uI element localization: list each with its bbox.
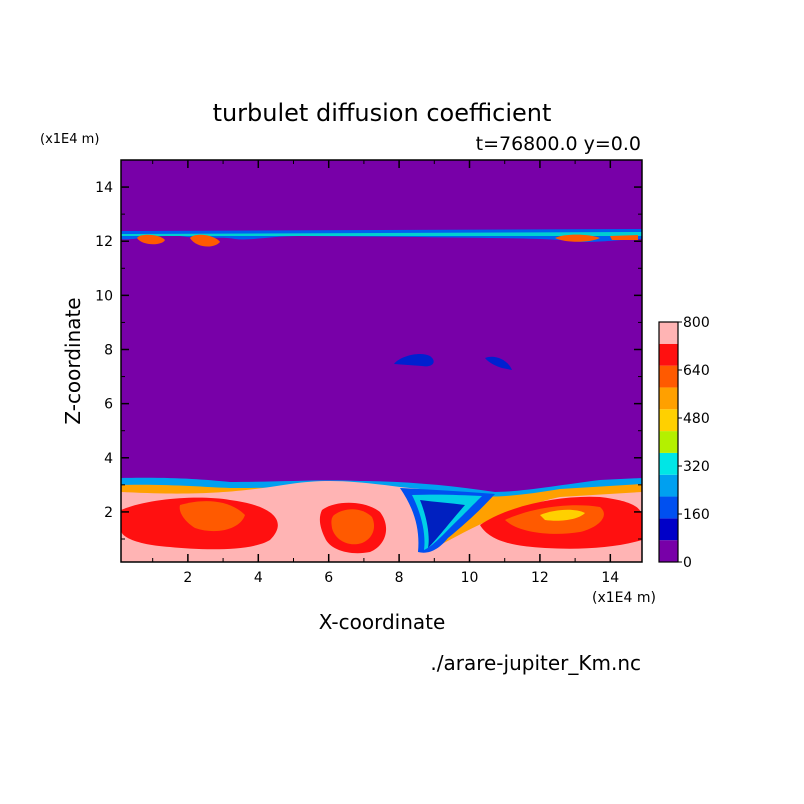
- y-tick-label: 6: [104, 397, 113, 413]
- colorbar-swatch: [659, 387, 678, 410]
- y-unit-label: (x1E4 m): [40, 132, 99, 147]
- x-axis-label: X-coordinate: [319, 610, 446, 634]
- y-tick-label: 4: [104, 451, 113, 467]
- x-tick-label: 6: [324, 570, 333, 586]
- colorbar-tick-label: 160: [683, 507, 710, 523]
- lower-orange-cell-left: [179, 501, 245, 532]
- x-tick-label: 14: [601, 570, 619, 586]
- lower-orange-cell-mid: [331, 509, 375, 545]
- colorbar-tick-label: 800: [683, 315, 710, 331]
- colorbar-tick-label: 640: [683, 363, 710, 379]
- source-file-label: ./arare-jupiter_Km.nc: [430, 651, 641, 675]
- plot-frame: [120, 159, 643, 563]
- x-tick-label: 4: [254, 570, 263, 586]
- colorbar-frame: [658, 321, 679, 563]
- colorbar-tick-label: 320: [683, 459, 710, 475]
- y-tick-label: 2: [104, 505, 113, 521]
- lower-yellow-cell-right: [540, 509, 585, 521]
- x-axis-ticks: 2 4 6 8 10 12 14: [152, 160, 619, 586]
- y-axis-label: Z-coordinate: [61, 297, 85, 424]
- x-tick-label: 10: [461, 570, 479, 586]
- colorbar-tick-label: 480: [683, 411, 710, 427]
- colorbar-swatch: [659, 343, 678, 366]
- upper-blob-2: [190, 234, 220, 247]
- y-tick-label: 8: [104, 342, 113, 358]
- y-tick-label: 10: [95, 288, 113, 304]
- colorbar: 0 160 320 480 640 800: [658, 315, 710, 571]
- colorbar-swatch: [659, 540, 678, 562]
- x-tick-label: 12: [531, 570, 549, 586]
- y-axis-ticks: 2 4 6 8 10 12 14: [95, 159, 642, 540]
- upper-layer-core: [121, 232, 642, 236]
- x-tick-label: 8: [395, 570, 404, 586]
- colorbar-swatch: [659, 452, 678, 475]
- colorbar-swatch: [659, 365, 678, 388]
- colorbar-swatch: [659, 518, 678, 541]
- x-unit-label: (x1E4 m): [592, 590, 656, 606]
- upper-blob-1: [137, 234, 165, 245]
- upper-blob-3: [555, 234, 600, 242]
- mid-blob-2: [485, 356, 512, 370]
- y-tick-label: 12: [95, 234, 113, 250]
- y-tick-label: 14: [95, 180, 113, 196]
- chart-title: turbulet diffusion coefficient: [213, 99, 552, 127]
- x-tick-label: 2: [183, 570, 192, 586]
- plume-core: [420, 500, 465, 548]
- chart-subtitle: t=76800.0 y=0.0: [476, 133, 641, 155]
- colorbar-swatch: [659, 474, 678, 497]
- colorbar-swatch: [659, 409, 678, 432]
- colorbar-swatch: [659, 431, 678, 453]
- colorbar-swatch: [659, 496, 678, 519]
- colorbar-tick-label: 0: [683, 555, 692, 571]
- upper-blob-4: [610, 235, 638, 240]
- colorbar-swatch: [659, 322, 678, 344]
- mid-blob-1: [394, 353, 434, 367]
- contour-fills: [121, 229, 642, 562]
